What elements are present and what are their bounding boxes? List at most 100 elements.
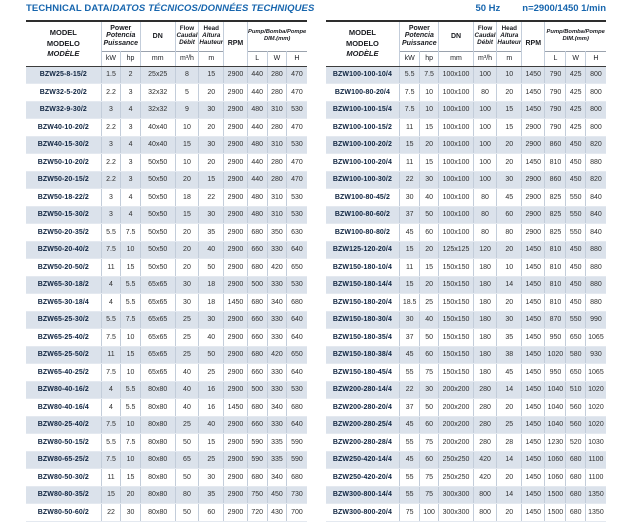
value-cell: 280 — [472, 416, 498, 434]
value-cell: 4 — [120, 136, 141, 154]
value-cell: 15 — [100, 486, 122, 504]
value-cell: 5.5 — [120, 381, 141, 399]
model-cell: BZW80-40-16/2 — [26, 381, 102, 399]
value-cell: 880 — [584, 258, 606, 277]
value-cell: 450 — [565, 293, 586, 312]
value-cell: 880 — [584, 153, 606, 172]
model-cell: BZW200-280-14/4 — [325, 381, 401, 399]
value-cell: 7.5 — [100, 451, 122, 469]
value-cell: 330 — [266, 328, 288, 347]
value-cell: 50 — [418, 206, 440, 224]
value-cell: 40 — [418, 311, 440, 329]
value-cell: 15 — [496, 118, 523, 137]
value-cell: 30 — [198, 311, 225, 329]
value-cell: 800 — [472, 503, 498, 522]
value-cell: 14 — [496, 276, 523, 294]
value-cell: 20 — [418, 241, 440, 259]
value-cell: 1450 — [521, 381, 546, 399]
value-cell: 1065 — [584, 363, 606, 382]
value-cell: 530 — [286, 206, 307, 224]
unit-dn-mm: mm — [438, 50, 474, 67]
value-cell: 2900 — [223, 83, 248, 102]
table-row: BZW40-10-20/2 2.2 3 40x40 10 20 2900 440 280 470 — [26, 118, 307, 137]
value-cell: 2900 — [223, 171, 248, 189]
model-cell: BZW100-100-20/2 — [325, 136, 401, 154]
value-cell: 1100 — [584, 451, 606, 469]
value-cell: 180 — [472, 258, 498, 277]
model-cell: BZW100-80-80/2 — [325, 223, 401, 242]
table-row: BZW150-180-20/4 18.5 25 150x150 180 20 1450 810… — [325, 293, 606, 312]
value-cell: 7.5 — [100, 416, 122, 434]
table-row: BZW150-180-14/4 15 20 150x150 180 14 1450 810 45… — [325, 276, 606, 294]
value-cell: 4 — [120, 101, 141, 119]
model-cell: BZW80-40-16/4 — [26, 398, 102, 417]
value-cell: 1020 — [544, 346, 567, 364]
table-row: BZW50-20-35/2 5.5 7.5 50x50 20 35 2900 680 350 63… — [26, 223, 307, 242]
value-cell: 4 — [100, 381, 122, 399]
value-cell: 80x80 — [139, 398, 176, 417]
value-cell: 28 — [496, 433, 523, 452]
table-row: BZW50-20-50/2 11 15 50x50 20 50 2900 680 420 650 — [26, 258, 307, 277]
value-cell: 660 — [246, 416, 268, 434]
value-cell: 10 — [174, 153, 200, 172]
model-cell: BZW100-100-15/4 — [325, 101, 401, 119]
value-cell: 125x125 — [438, 241, 474, 259]
value-cell: 20 — [174, 258, 200, 277]
value-cell: 990 — [584, 311, 606, 329]
value-cell: 4 — [100, 398, 122, 417]
value-cell: 250x250 — [438, 468, 474, 487]
value-cell: 5.5 — [120, 276, 141, 294]
value-cell: 18 — [198, 293, 225, 312]
value-cell: 10 — [174, 118, 200, 137]
value-cell: 18 — [198, 276, 225, 294]
value-cell: 22 — [399, 381, 420, 399]
table-row: BZW150-180-35/4 37 50 150x150 180 35 1450 950 65… — [325, 328, 606, 347]
value-cell: 7.5 — [399, 83, 420, 102]
value-cell: 50 — [198, 258, 225, 277]
value-cell: 310 — [266, 188, 288, 207]
value-cell: 15 — [120, 258, 141, 277]
table-row: BZW100-80-45/2 30 40 100x100 80 45 2900 825 550 8… — [325, 188, 606, 207]
model-cell: BZW100-80-20/4 — [325, 83, 401, 102]
value-cell: 5 — [174, 83, 200, 102]
table-row: BZW32-9-30/2 3 4 32x32 9 30 2900 480 310 530 — [26, 101, 307, 119]
header-line: Caudal — [176, 31, 198, 39]
value-cell: 1450 — [521, 468, 546, 487]
value-cell: 20 — [198, 83, 225, 102]
value-cell: 750 — [246, 486, 268, 504]
value-cell: 3 — [120, 83, 141, 102]
value-cell: 50x50 — [139, 241, 176, 259]
unit-dn-mm: mm — [139, 50, 176, 67]
value-cell: 300x300 — [438, 503, 474, 522]
value-cell: 335 — [266, 451, 288, 469]
value-cell: 450 — [565, 241, 586, 259]
value-cell: 1450 — [521, 83, 546, 102]
model-cell: BZW250-420-20/4 — [325, 468, 401, 487]
value-cell: 45 — [399, 223, 420, 242]
value-cell: 1350 — [584, 503, 606, 522]
value-cell: 50x50 — [139, 258, 176, 277]
table-row: BZW200-280-25/4 45 60 200x200 280 25 1450 1040 5… — [325, 416, 606, 434]
value-cell: 825 — [544, 188, 567, 207]
value-cell: 530 — [286, 188, 307, 207]
table-row: BZW100-80-80/2 45 60 100x100 80 80 2900 825 550 8… — [325, 223, 606, 242]
value-cell: 10 — [120, 241, 141, 259]
value-cell: 7.5 — [120, 433, 141, 452]
value-cell: 1450 — [521, 66, 546, 84]
value-cell: 80 — [472, 188, 498, 207]
value-cell: 10 — [418, 101, 440, 119]
value-cell: 440 — [246, 171, 268, 189]
value-cell: 860 — [544, 171, 567, 189]
model-cell: BZW150-180-30/4 — [325, 311, 401, 329]
value-cell: 45 — [399, 346, 420, 364]
value-cell: 1450 — [223, 293, 248, 312]
table-row: BZW50-15-30/2 3 4 50x50 15 30 2900 480 310 530 — [26, 206, 307, 224]
model-cell: BZW40-15-30/2 — [26, 136, 102, 154]
value-cell: 65x65 — [139, 311, 176, 329]
value-cell: 80 — [472, 206, 498, 224]
value-cell: 20 — [418, 276, 440, 294]
value-cell: 16 — [198, 381, 225, 399]
col-header-power: Power Potencia Puissance — [100, 21, 141, 51]
header-line: Puissance — [402, 40, 437, 48]
col-header-model: MODEL MODELO MODÈLE — [26, 21, 102, 67]
